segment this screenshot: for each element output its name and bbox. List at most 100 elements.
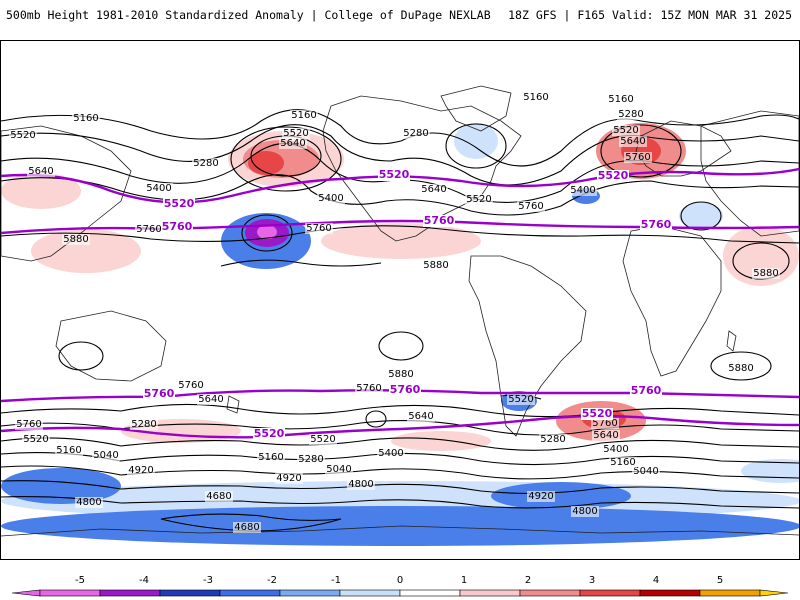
- colorbar-segment: [339, 589, 401, 597]
- contour-label: 5400: [570, 185, 595, 196]
- contour-label: 5640: [280, 138, 305, 149]
- contour-label-bg: [624, 152, 652, 163]
- contour-label-bg: [233, 522, 261, 533]
- purple-contour-label: 5520: [254, 427, 285, 440]
- contour-label-bg: [317, 193, 345, 204]
- contour-label: 4920: [128, 465, 153, 476]
- purple-contour-label: 5760: [641, 218, 672, 231]
- contour-label-bg: [135, 224, 163, 235]
- purple-contour-label: 5520: [598, 169, 629, 182]
- contour-label: 5520: [508, 394, 533, 405]
- purple-label-bg: [143, 388, 175, 400]
- contour-label: 5280: [618, 109, 643, 120]
- purple-contours: [1, 167, 799, 439]
- contour-label-bg: [402, 128, 430, 139]
- antarctica-outline: [1, 525, 799, 537]
- contour-label: 5640: [593, 430, 618, 441]
- contour-label-bg: [192, 158, 220, 169]
- contour-label: 4800: [572, 506, 597, 517]
- colorbar-tick-label: -5: [75, 575, 85, 586]
- contour-label: 5640: [620, 136, 645, 147]
- contour-label: 5520: [283, 128, 308, 139]
- colorbar-tick-label: 1: [460, 575, 468, 586]
- greenland-outline: [440, 85, 512, 132]
- negative-anomaly: [1, 468, 121, 504]
- purple-contour-label: 5760: [144, 387, 175, 400]
- contour-label-bg: [591, 418, 619, 429]
- colorbar-tick-label: 2: [524, 575, 532, 586]
- contour-label: 5880: [753, 268, 778, 279]
- colorbar-segment: [639, 589, 701, 597]
- contour-label: 5400: [603, 444, 628, 455]
- purple-contour-label: 5760: [631, 384, 662, 397]
- contour-label: 5280: [540, 434, 565, 445]
- contour-label-bg: [527, 491, 555, 502]
- contour-label-bg: [27, 166, 55, 177]
- colorbar-segment: [519, 589, 581, 597]
- contour-label-bg: [602, 444, 630, 455]
- colorbar-tick-label: 5: [716, 575, 724, 586]
- contour-label-bg: [72, 113, 100, 124]
- contour-label: 5640: [421, 184, 446, 195]
- colorbar-segment: [279, 589, 341, 597]
- negative-anomaly: [454, 123, 498, 159]
- colorbar-tick-label: 3: [588, 575, 596, 586]
- contour-label-bg: [422, 260, 450, 271]
- asia-west-outline: [1, 125, 132, 262]
- contour-label-bg: [619, 136, 647, 147]
- negative-anomaly: [679, 202, 723, 230]
- south-america-outline: [468, 255, 587, 437]
- contour-label: 5640: [28, 166, 53, 177]
- contour-label: 5280: [403, 128, 428, 139]
- colorbar-left-arrow: [11, 589, 41, 597]
- contour-label: 5760: [136, 224, 161, 235]
- weather-map[interactable]: 5160 5520 5640 5400 5280 5160 5520 5640 5760 5880…: [0, 40, 800, 560]
- contour-label-bg: [297, 454, 325, 465]
- contour-label: 5880: [423, 260, 448, 271]
- contour-label: 5760: [592, 418, 617, 429]
- contour-label-bg: [92, 450, 120, 461]
- colorbar-segment: [579, 589, 641, 597]
- contour-label: 5760: [306, 223, 331, 234]
- colorbar-tick-label: 4: [652, 575, 660, 586]
- negative-anomaly: [491, 482, 631, 510]
- australia-outline: [55, 310, 167, 382]
- purple-label-bg: [253, 428, 285, 440]
- contour-label-bg: [420, 184, 448, 195]
- contour-label: 5760: [625, 152, 650, 163]
- contour-label-bg: [347, 479, 375, 490]
- contour-label-bg: [9, 130, 37, 141]
- contour-label-bg: [522, 92, 550, 103]
- contour-label-bg: [507, 394, 535, 405]
- colorbar: -5 -4 -3 -2 -1 0 1 2 3 4 5: [0, 568, 800, 600]
- colorbar-segment: [39, 589, 101, 597]
- contour-label: 5280: [298, 454, 323, 465]
- colorbar-tick-label: -3: [203, 575, 213, 586]
- purple-label-bg: [378, 169, 410, 181]
- contour-label-bg: [127, 465, 155, 476]
- contour-label-bg: [305, 223, 333, 234]
- contour-label: 5040: [633, 466, 658, 477]
- anomaly-shading: [1, 123, 799, 546]
- contour-label: 4800: [348, 479, 373, 490]
- contour-label: 5640: [408, 411, 433, 422]
- contour-label: 5520: [10, 130, 35, 141]
- new-zealand-outline: [226, 395, 240, 414]
- purple-label-bg: [630, 385, 662, 397]
- contour-label: 5160: [291, 110, 316, 121]
- contour-label-bg: [177, 380, 205, 391]
- contour-label: 5160: [73, 113, 98, 124]
- contour-label: 5520: [23, 434, 48, 445]
- purple-contour-label: 5760: [162, 220, 193, 233]
- purple-label-bg: [640, 219, 672, 231]
- contour-label-bg: [130, 419, 158, 430]
- contour-label-bg: [145, 183, 173, 194]
- contour-label-bg: [539, 434, 567, 445]
- colorbar-segment: [399, 589, 461, 597]
- contour-label: 5520: [310, 434, 335, 445]
- contour-label: 5160: [258, 452, 283, 463]
- contour-label: 5040: [326, 464, 351, 475]
- contour-label: 5280: [193, 158, 218, 169]
- contour-label: 5640: [198, 394, 223, 405]
